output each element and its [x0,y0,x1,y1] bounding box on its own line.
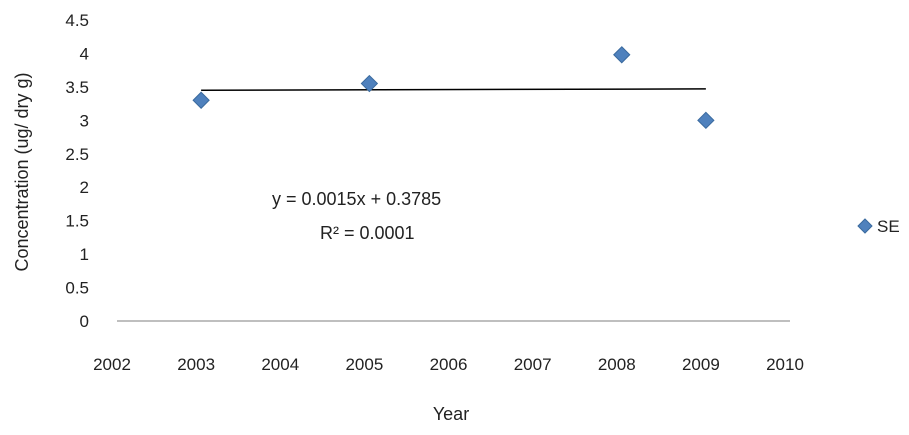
x-tick-label: 2007 [514,355,552,374]
y-tick-label: 1 [80,245,89,264]
y-axis-ticks: 0 0.5 1 1.5 2 2.5 3 3.5 4 4.5 [65,11,89,331]
y-tick-label: 3 [80,111,89,130]
y-axis-title: Concentration (ug/ dry g) [12,72,32,271]
x-tick-label: 2006 [430,355,468,374]
x-tick-label: 2005 [345,355,383,374]
trendline-equation: y = 0.0015x + 0.3785 [272,189,441,209]
data-point-se-2009 [697,111,715,130]
x-tick-label: 2002 [93,355,131,374]
x-tick-label: 2003 [177,355,215,374]
y-tick-label: 0 [80,312,89,331]
data-point-se-2008 [613,46,631,64]
legend-label-se: SE [877,217,900,236]
x-tick-label: 2010 [766,355,804,374]
r-squared-label: R² = 0.0001 [320,223,415,243]
data-point-se-2003 [192,91,210,109]
y-tick-label: 2 [80,178,89,197]
legend: SE [857,217,900,236]
x-tick-label: 2008 [598,355,636,374]
x-tick-label: 2004 [261,355,299,374]
x-axis-title: Year [433,404,469,424]
x-axis-ticks: 2002 2003 2004 2005 2006 2007 2008 2009 2010 [93,355,804,374]
trendline [201,88,706,91]
y-tick-label: 3.5 [65,78,89,97]
y-tick-label: 4 [80,44,89,63]
y-tick-label: 1.5 [65,212,89,231]
data-points [192,46,715,130]
y-tick-label: 0.5 [65,279,89,298]
y-tick-label: 4.5 [65,11,89,30]
data-point-se-2005 [360,74,379,93]
y-tick-label: 2.5 [65,145,89,164]
legend-marker-se [857,218,873,234]
x-tick-label: 2009 [682,355,720,374]
